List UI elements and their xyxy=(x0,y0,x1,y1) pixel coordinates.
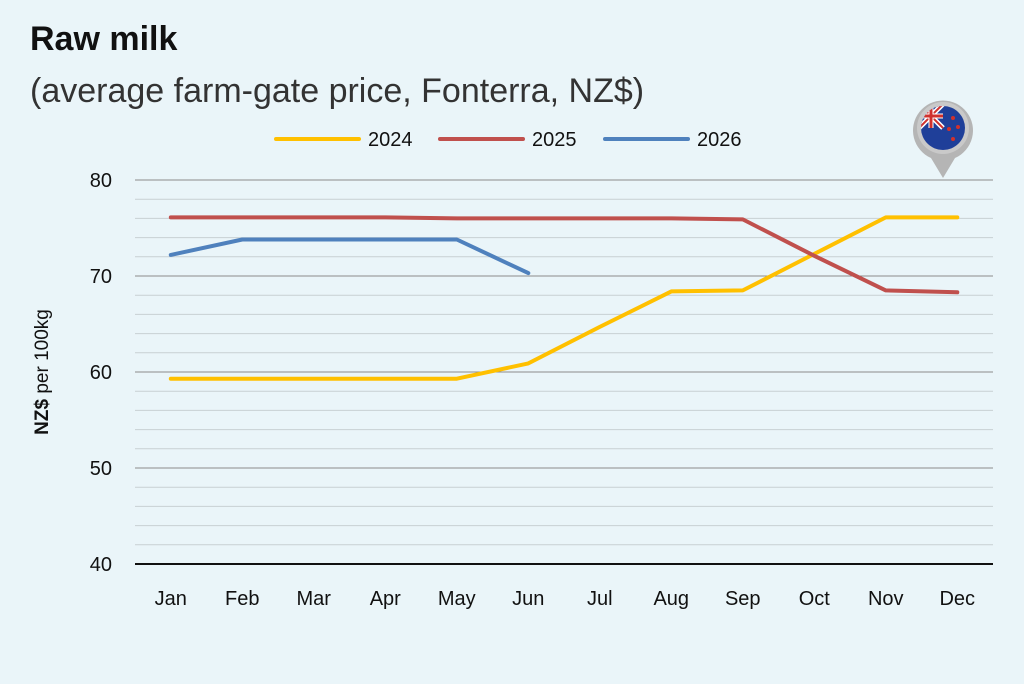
y-tick-label: 50 xyxy=(90,458,112,480)
x-tick-label: Jul xyxy=(587,588,613,610)
x-tick-label: Mar xyxy=(297,588,332,610)
x-tick-label: Apr xyxy=(370,588,401,610)
legend-label-2025: 2025 xyxy=(532,129,577,151)
series-line-2026 xyxy=(168,237,531,276)
x-tick-label: Nov xyxy=(868,588,904,610)
y-tick-label: 40 xyxy=(90,554,112,576)
series-lines xyxy=(168,215,960,381)
x-axis-ticks: Jan Feb Mar Apr May Jun Jul Aug Sep Oct Nov Dec xyxy=(155,588,975,610)
y-tick-label: 70 xyxy=(90,266,112,288)
chart-subtitle: (average farm-gate price, Fonterra, NZ$) xyxy=(30,72,645,110)
legend: 2024 2025 2026 xyxy=(274,129,742,151)
new-zealand-flag-pin-icon xyxy=(913,100,973,178)
y-tick-label: 80 xyxy=(90,170,112,192)
x-tick-label: Aug xyxy=(653,588,689,610)
x-tick-label: Sep xyxy=(725,588,761,610)
y-axis-ticks: 40 50 60 70 80 xyxy=(90,170,112,576)
y-axis-label-unit: NZ$ xyxy=(32,399,53,435)
series-line-2025 xyxy=(168,215,960,295)
chart-title: Raw milk xyxy=(30,20,178,58)
x-tick-label: May xyxy=(438,588,476,610)
x-tick-label: Dec xyxy=(939,588,975,610)
y-axis-label-rest: per 100kg xyxy=(32,309,53,399)
x-tick-label: Feb xyxy=(225,588,259,610)
x-tick-label: Jun xyxy=(512,588,544,610)
legend-label-2026: 2026 xyxy=(697,129,742,151)
y-tick-label: 60 xyxy=(90,362,112,384)
y-axis-label: NZ$ per 100kg xyxy=(32,309,53,435)
legend-label-2024: 2024 xyxy=(368,129,413,151)
series-line-2024 xyxy=(168,215,960,381)
x-tick-label: Jan xyxy=(155,588,187,610)
x-tick-label: Oct xyxy=(799,588,831,610)
